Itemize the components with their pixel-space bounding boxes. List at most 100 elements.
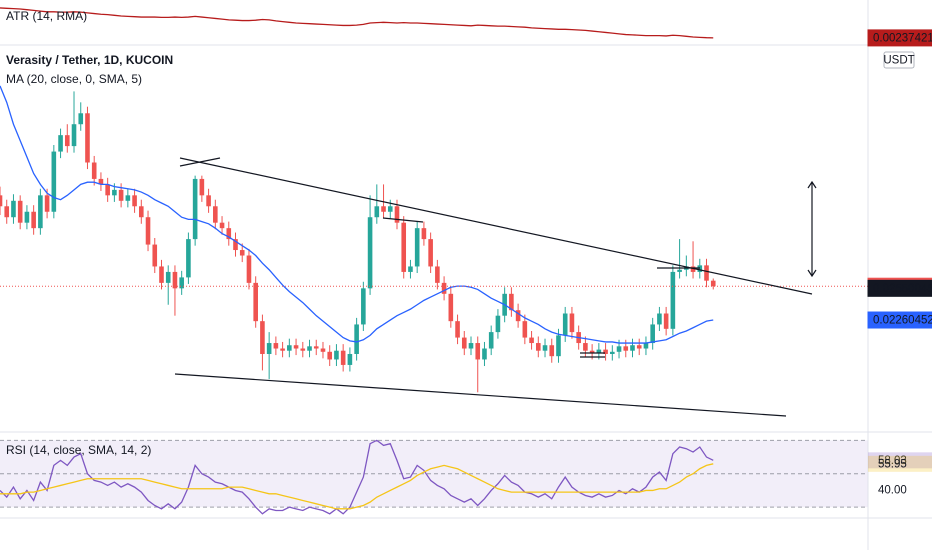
price-label: 0.02260452 <box>873 315 932 327</box>
currency-box[interactable] <box>883 51 915 69</box>
candle-body <box>320 348 326 352</box>
candle-body <box>165 271 171 283</box>
arrow-head <box>807 269 817 278</box>
candle-body <box>0 195 3 207</box>
candle-body <box>78 113 84 125</box>
candle-body <box>38 195 43 229</box>
candle-body <box>448 293 454 322</box>
candle-body <box>334 350 339 360</box>
candle-body <box>583 343 588 351</box>
candle-body <box>482 348 487 360</box>
candle-body <box>145 217 151 245</box>
candle-body <box>381 206 386 212</box>
candle-body <box>179 277 184 289</box>
candle-body <box>367 217 373 289</box>
rsi-label: 58.03 <box>878 455 907 467</box>
candle-body <box>91 162 97 179</box>
candle-body <box>11 200 16 218</box>
candle-body <box>4 206 10 218</box>
candle-body <box>226 228 232 240</box>
candle-body <box>569 313 575 333</box>
candle-body <box>172 271 178 289</box>
candle-body <box>361 288 366 325</box>
candle-body <box>213 206 218 223</box>
currency[interactable]: USDT <box>883 55 914 67</box>
candle-body <box>64 135 70 147</box>
candle-body <box>562 313 568 336</box>
candle-body <box>535 343 541 351</box>
candle-body <box>287 345 292 351</box>
candle-body <box>441 282 447 294</box>
candle-body <box>159 266 164 283</box>
candle-body <box>118 189 124 201</box>
candle-body <box>354 324 359 354</box>
candle-body <box>623 346 629 351</box>
rsi-tick-label: 40.00 <box>878 484 907 496</box>
price-label-box <box>867 279 932 297</box>
candle-body <box>139 206 144 218</box>
rsi-label: 55.95 <box>878 458 907 470</box>
candle-body <box>542 345 548 351</box>
candle-body <box>98 178 104 185</box>
candle-body <box>71 124 77 147</box>
candle-body <box>657 313 662 325</box>
candle-body <box>199 178 205 196</box>
candle-body <box>125 195 131 201</box>
candle-body <box>697 265 703 272</box>
candle-body <box>233 239 238 251</box>
candle-body <box>509 293 514 311</box>
candle-body <box>219 222 225 229</box>
candle-body <box>596 349 602 353</box>
labels: 0.025694700.025500450.022604520.00237421… <box>867 29 932 496</box>
candle-body <box>710 280 716 287</box>
candle-body <box>340 350 346 365</box>
trend-line <box>382 217 424 223</box>
rsi-line <box>0 439 714 515</box>
candle-body <box>529 337 534 344</box>
candle-body <box>414 228 420 267</box>
candle-body <box>670 271 676 329</box>
candle-body <box>421 228 427 240</box>
candle-body <box>435 266 440 283</box>
candle-body <box>515 310 521 322</box>
candle-body <box>280 348 285 351</box>
candle-body <box>58 135 63 152</box>
candle-body <box>273 343 279 349</box>
candle-body <box>260 321 265 354</box>
candle-body <box>44 195 50 212</box>
price-label: 0.02550045 <box>873 283 932 295</box>
candle-body <box>468 343 474 349</box>
candle-body <box>347 353 353 365</box>
candle-body <box>313 346 319 349</box>
candle-body <box>239 250 245 256</box>
candle-body <box>630 345 635 351</box>
candle-body <box>192 178 198 240</box>
candle-body <box>522 321 528 338</box>
candle-body <box>488 332 494 349</box>
candle-body <box>112 189 117 196</box>
candle-body <box>307 346 312 351</box>
candle-body <box>266 343 272 354</box>
candle-body <box>246 255 252 283</box>
candle-body <box>495 315 501 333</box>
candle-body <box>51 151 57 212</box>
price-label: 0.00237421 <box>873 32 932 44</box>
trend-line <box>174 373 787 417</box>
candle-body <box>85 113 90 163</box>
candle-body <box>556 335 561 357</box>
rsi-line <box>0 463 714 510</box>
drawings <box>174 157 817 417</box>
candle-body <box>455 321 460 338</box>
atr-line <box>0 7 714 39</box>
candle-body <box>132 195 137 207</box>
rsi-label-box <box>868 455 932 472</box>
candle-body <box>677 269 682 272</box>
atr-title: ATR (14, RMA) <box>6 9 87 23</box>
candle-body <box>690 266 696 272</box>
candle-body <box>24 211 30 223</box>
symbol-title: Verasity / Tether, 1D, KUCOIN <box>6 53 173 67</box>
price-label-box <box>867 311 932 329</box>
candle-body <box>17 200 23 223</box>
